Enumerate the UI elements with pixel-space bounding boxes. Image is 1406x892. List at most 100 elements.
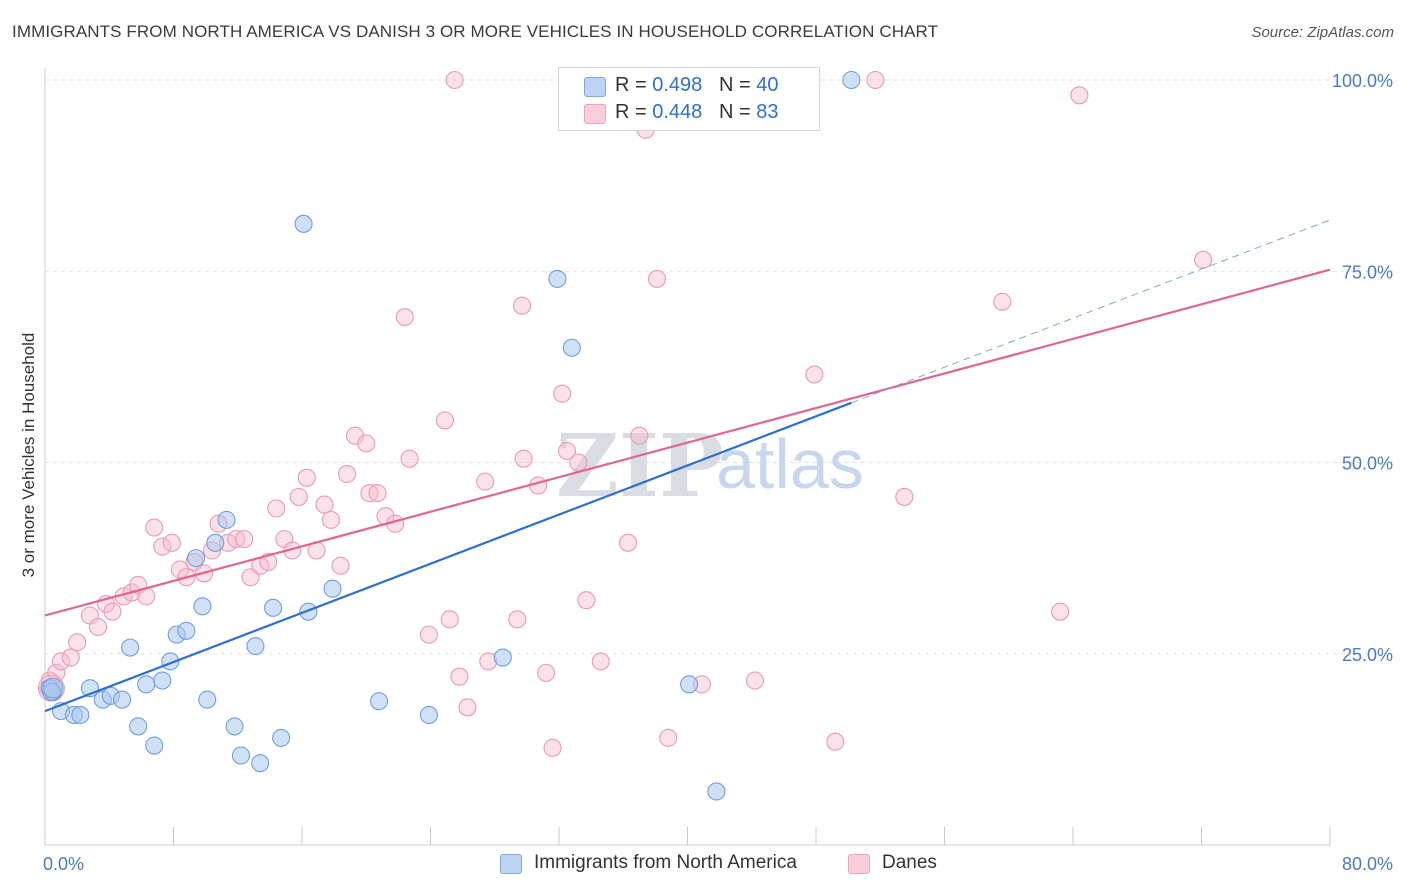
immigrants-point bbox=[842, 70, 861, 90]
danes-point bbox=[331, 556, 350, 575]
trend-lines bbox=[44, 219, 1331, 713]
y-tick-label: 75.0% bbox=[1342, 262, 1393, 282]
x-tick-label: 0.0% bbox=[43, 854, 84, 874]
immigrants-point bbox=[137, 675, 156, 694]
legend-n-value: 40 bbox=[756, 74, 779, 96]
danes-point bbox=[659, 728, 678, 747]
immigrants-point bbox=[231, 746, 251, 765]
legend-label-immigrants: Immigrants from North America bbox=[534, 852, 797, 873]
legend-swatch-blue bbox=[500, 854, 522, 874]
danes-point bbox=[435, 411, 455, 430]
danes-point bbox=[647, 269, 667, 288]
danes-point bbox=[153, 537, 172, 556]
immigrants-points bbox=[40, 70, 861, 801]
legend-label-danes: Danes bbox=[882, 852, 937, 873]
y-tick-label: 50.0% bbox=[1342, 454, 1393, 474]
danes-point bbox=[357, 434, 376, 453]
danes-point bbox=[52, 652, 71, 671]
danes-point bbox=[440, 610, 459, 629]
danes-point bbox=[61, 648, 80, 667]
immigrants-point bbox=[153, 671, 172, 690]
danes-point bbox=[866, 70, 885, 90]
danes-point bbox=[1070, 86, 1089, 105]
danes-point bbox=[315, 495, 334, 514]
immigrants-point bbox=[198, 690, 217, 709]
legend-r-label: R = bbox=[615, 101, 653, 123]
danes-point bbox=[88, 617, 108, 637]
danes-point bbox=[297, 468, 316, 487]
danes-trend-line bbox=[44, 268, 1331, 617]
immigrants-point bbox=[707, 782, 726, 801]
danes-point bbox=[450, 667, 469, 686]
legend-r-value: 0.448 bbox=[652, 101, 703, 123]
watermark-atlas: atlas bbox=[716, 425, 864, 503]
legend-swatch-pink bbox=[848, 854, 870, 874]
danes-points bbox=[37, 70, 1213, 757]
legend-r-label: R = bbox=[615, 74, 653, 96]
legend-text-danes: R = 0.448 N = 83 bbox=[615, 101, 778, 124]
legend-r-value: 0.498 bbox=[652, 74, 703, 96]
danes-point bbox=[1194, 250, 1213, 269]
danes-point bbox=[619, 533, 638, 552]
y-axis-label: 3 or more Vehicles in Household bbox=[19, 333, 38, 578]
immigrants-point bbox=[493, 648, 512, 667]
gridlines bbox=[45, 79, 1395, 655]
danes-point bbox=[445, 70, 464, 90]
danes-point bbox=[993, 292, 1012, 311]
immigrants-point bbox=[217, 510, 236, 529]
immigrants-point bbox=[419, 705, 438, 725]
danes-point bbox=[553, 384, 572, 403]
immigrants-point bbox=[113, 690, 132, 709]
legend-n-label: N = bbox=[718, 74, 757, 96]
immigrants-point bbox=[323, 579, 342, 598]
danes-point bbox=[419, 625, 438, 644]
danes-point bbox=[68, 633, 87, 652]
danes-point bbox=[557, 441, 577, 461]
danes-point bbox=[145, 518, 164, 537]
immigrants-trend-line bbox=[44, 401, 852, 713]
legend-n-value: 83 bbox=[756, 101, 779, 123]
danes-point bbox=[630, 426, 649, 445]
danes-point bbox=[591, 652, 610, 671]
y-tick-label: 25.0% bbox=[1342, 645, 1393, 665]
legend-swatch-pink bbox=[584, 104, 606, 124]
danes-point bbox=[458, 698, 477, 717]
danes-point bbox=[537, 663, 556, 682]
danes-point bbox=[1051, 602, 1070, 621]
immigrants-point bbox=[71, 705, 90, 725]
danes-point bbox=[569, 453, 588, 472]
legend-n-label: N = bbox=[718, 101, 757, 123]
immigrants-point bbox=[246, 637, 265, 656]
chart-source: Source: ZipAtlas.com bbox=[1251, 24, 1394, 41]
danes-point bbox=[577, 591, 596, 610]
danes-point bbox=[805, 365, 824, 384]
immigrants-point bbox=[370, 692, 389, 711]
legend-text-immigrants: R = 0.498 N = 40 bbox=[615, 74, 778, 97]
immigrants-point-cluster bbox=[42, 677, 64, 699]
immigrants-point bbox=[186, 549, 206, 568]
x-tick-label: 80.0% bbox=[1342, 854, 1393, 874]
immigrants-point bbox=[680, 675, 699, 694]
danes-point bbox=[321, 510, 340, 529]
watermark-zip: ZIP bbox=[556, 416, 724, 517]
legend-swatch-blue bbox=[584, 77, 606, 97]
danes-point bbox=[895, 487, 914, 506]
immigrants-point bbox=[206, 533, 225, 552]
immigrants-point bbox=[562, 338, 581, 357]
chart-title: IMMIGRANTS FROM NORTH AMERICA VS DANISH … bbox=[12, 22, 939, 41]
danes-point bbox=[162, 533, 181, 552]
danes-point bbox=[289, 487, 308, 506]
immigrants-point bbox=[251, 754, 270, 773]
danes-point bbox=[826, 732, 845, 751]
watermark: ZIP atlas bbox=[556, 416, 864, 517]
danes-point bbox=[400, 449, 419, 468]
immigrants-point bbox=[548, 269, 567, 288]
danes-point bbox=[476, 472, 495, 491]
danes-point bbox=[235, 529, 254, 549]
correlation-legend: R = 0.498 N = 40 R = 0.448 N = 83 bbox=[558, 67, 820, 131]
immigrants-point bbox=[193, 597, 212, 616]
danes-point bbox=[513, 296, 532, 315]
immigrants-point bbox=[225, 717, 244, 736]
danes-point bbox=[368, 484, 387, 503]
